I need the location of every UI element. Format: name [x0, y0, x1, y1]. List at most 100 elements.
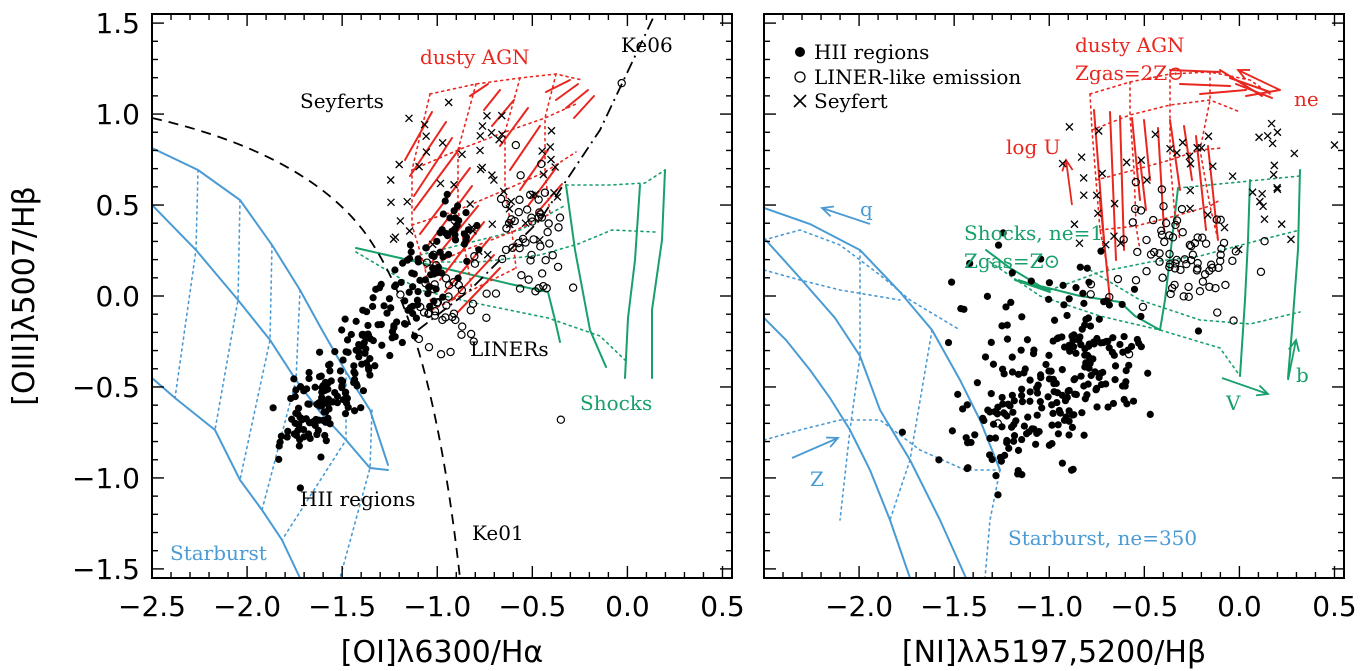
data-point-liner: [534, 195, 543, 204]
data-point-seyfert: [468, 223, 476, 232]
data-point-hii: [341, 315, 349, 323]
data-point-liner: [1138, 302, 1148, 312]
data-point-seyfert: [1286, 235, 1295, 244]
left-ann-shocks: Shocks: [580, 391, 652, 415]
data-point-hii: [973, 379, 981, 387]
data-point-seyfert: [1079, 191, 1088, 200]
data-point-seyfert: [422, 132, 431, 141]
agn-model-solid: [1245, 89, 1281, 97]
data-point-seyfert: [450, 221, 459, 230]
data-point-hii: [1045, 367, 1053, 375]
data-point-hii: [426, 302, 434, 311]
data-point-seyfert: [1255, 133, 1263, 142]
data-point-hii: [1012, 417, 1020, 425]
data-point-liner: [438, 315, 447, 325]
data-point-hii: [414, 255, 422, 263]
data-point-liner: [1221, 280, 1230, 290]
data-point-hii: [299, 425, 308, 434]
data-point-hii: [338, 326, 346, 334]
right-ann-b: b: [1296, 363, 1309, 387]
data-point-liner: [441, 274, 451, 283]
data-point-hii: [314, 426, 322, 434]
right-ann-z: Z: [810, 467, 824, 491]
agn-model-solid: [409, 121, 447, 177]
data-point-seyfert: [405, 227, 414, 235]
data-point-hii: [1033, 411, 1041, 419]
right-panel: −2.0 −1.5 −1.0 −0.5 0.0 0.5 HII regions LINER…: [763, 13, 1357, 670]
data-point-hii: [366, 355, 374, 363]
data-point-liner: [1178, 228, 1187, 237]
data-point-liner: [1205, 282, 1214, 292]
right-ticks: −2.0 −1.5 −1.0 −0.5 0.0 0.5: [763, 14, 1357, 623]
shock-model-solid: [1287, 169, 1301, 379]
data-point-hii: [1038, 404, 1046, 412]
data-point-hii: [336, 367, 345, 375]
data-point-hii: [350, 362, 358, 370]
data-point-seyfert: [1204, 132, 1213, 141]
data-point-hii: [454, 274, 462, 282]
agn-model-solid: [1169, 69, 1221, 73]
data-point-hii: [364, 321, 372, 330]
demarcation-lines: [152, 14, 656, 578]
data-point-hii: [287, 394, 295, 403]
data-point-liner: [421, 279, 430, 288]
data-point-hii: [1045, 375, 1054, 383]
data-point-liner: [1193, 258, 1202, 268]
data-point-seyfert: [521, 219, 530, 228]
data-point-hii: [994, 241, 1003, 249]
data-point-hii: [383, 309, 391, 317]
data-point-liner: [1171, 259, 1180, 268]
agn-model-solid: [1195, 135, 1207, 231]
data-point-liner: [543, 227, 552, 237]
x-tick-label: −2.5: [118, 590, 186, 623]
legend-marker-filled: [795, 47, 805, 57]
data-point-seyfert: [1186, 204, 1195, 213]
agn-model-solid: [439, 221, 485, 281]
data-point-hii: [1014, 446, 1023, 454]
data-point-liner: [442, 301, 451, 310]
data-point-liner: [1086, 290, 1095, 299]
data-point-hii: [1076, 333, 1084, 341]
shock-model-dotted: [355, 251, 626, 361]
data-point-seyfert: [551, 163, 560, 172]
data-point-hii: [350, 407, 359, 415]
data-point-hii: [462, 209, 470, 217]
data-point-hii: [1111, 362, 1120, 370]
x-tick-label: 0.5: [700, 590, 745, 623]
data-point-seyfert: [495, 135, 504, 144]
data-point-seyfert: [391, 233, 400, 242]
data-point-liner: [1142, 235, 1151, 245]
data-point-hii: [443, 190, 451, 198]
data-point-seyfert: [483, 111, 491, 120]
data-point-seyfert: [422, 148, 431, 157]
data-point-seyfert: [1186, 186, 1195, 195]
data-point-hii: [1069, 336, 1077, 344]
data-point-hii: [986, 434, 994, 442]
agn-model-solid: [519, 149, 549, 191]
q-arrow-head: [820, 205, 835, 218]
data-point-liner: [470, 251, 479, 261]
data-point-seyfert: [1092, 191, 1101, 200]
data-point-hii: [1026, 376, 1034, 384]
data-point-liner: [451, 315, 460, 325]
data-point-hii: [391, 282, 399, 291]
data-point-liner: [555, 213, 565, 222]
data-point-seyfert: [487, 128, 496, 137]
data-point-seyfert: [1269, 170, 1278, 179]
agn-model-dotted: [1091, 99, 1241, 131]
data-point-seyfert: [395, 160, 404, 169]
data-point-seyfert: [458, 150, 467, 159]
data-point-hii: [954, 390, 962, 398]
data-point-liner: [419, 308, 429, 317]
data-point-hii: [1109, 334, 1117, 342]
data-point-liner: [539, 281, 548, 291]
data-point-seyfert: [1178, 138, 1187, 147]
data-point-hii: [1048, 421, 1056, 429]
z-arrow: [791, 437, 839, 459]
data-point-hii: [991, 434, 1000, 442]
data-point-hii: [1084, 380, 1092, 388]
data-point-hii: [1009, 408, 1017, 416]
data-point-hii: [1081, 395, 1089, 403]
data-point-liner: [540, 188, 550, 197]
